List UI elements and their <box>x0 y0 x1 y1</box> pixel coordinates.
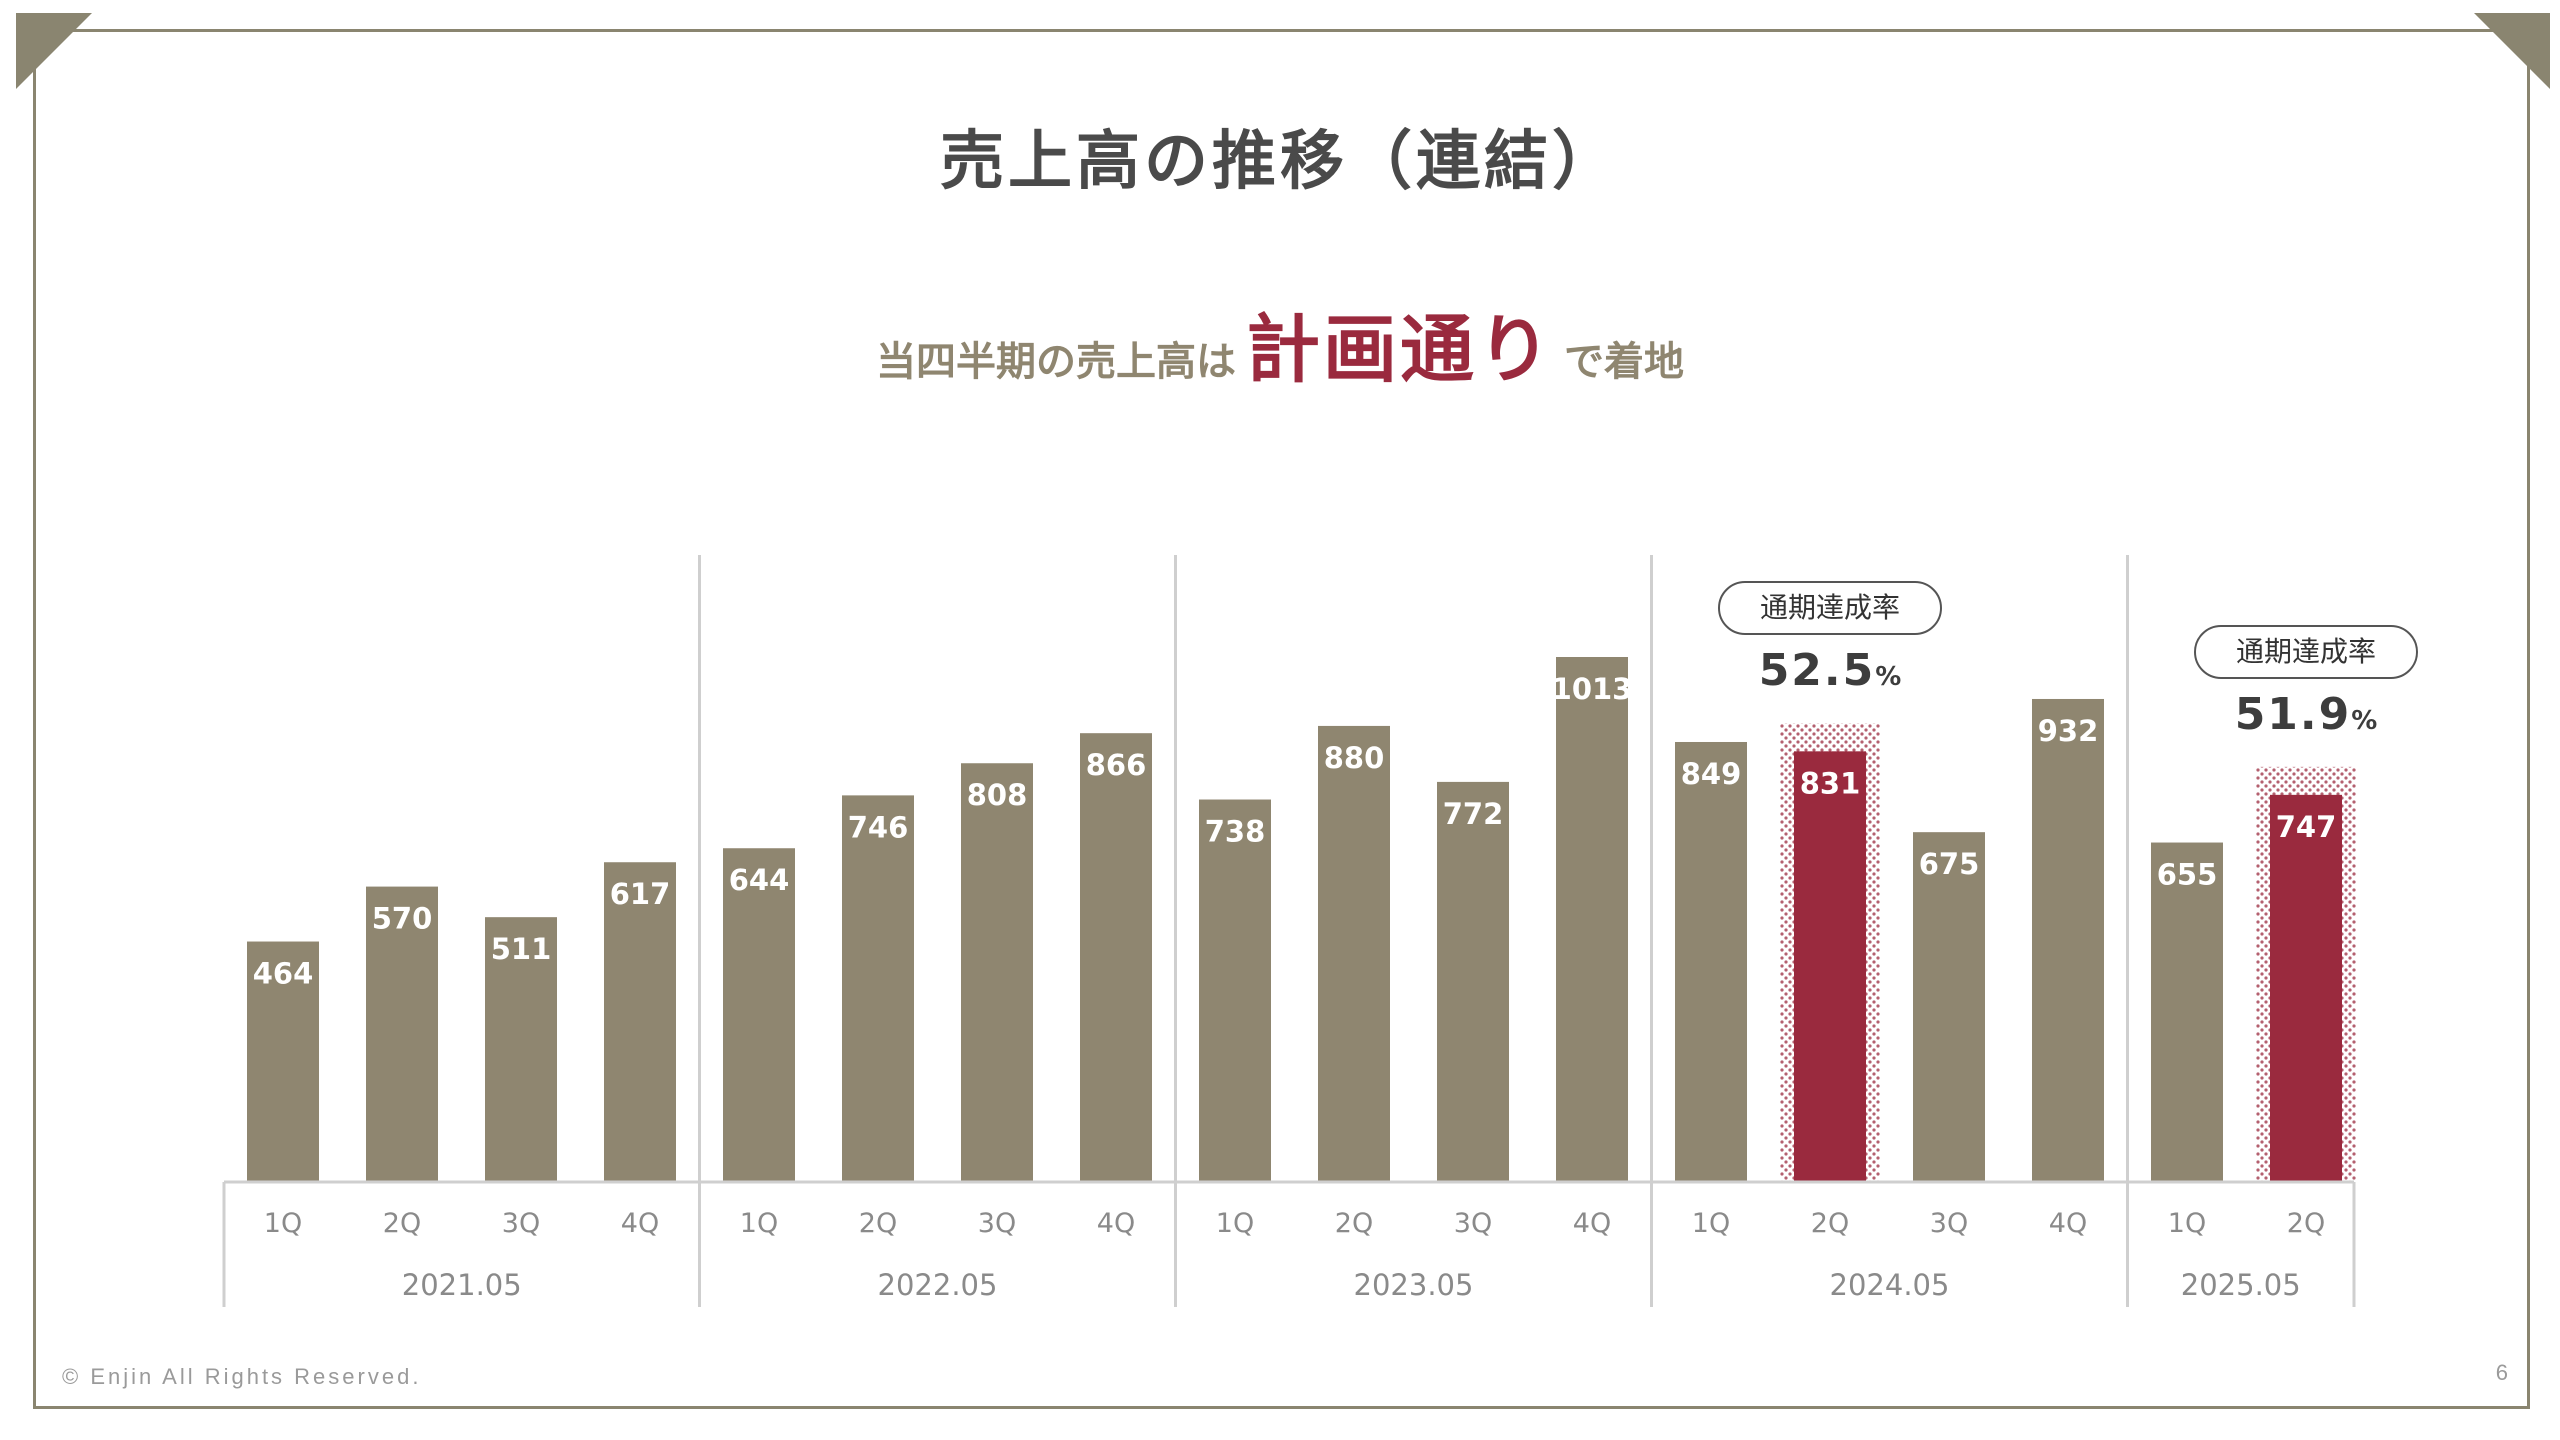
data-label: 655 <box>2157 858 2218 892</box>
bar-2023.05-1Q <box>1199 799 1271 1182</box>
slide-frame <box>33 29 2530 1409</box>
achievement-rate-badge: 通期達成率 <box>1718 581 1942 636</box>
bar-2022.05-2Q <box>842 795 914 1182</box>
corner-decoration-top-right <box>2474 13 2550 89</box>
subtitle-highlight: 計画通り <box>1246 307 1554 393</box>
quarter-tick-label: 2Q <box>383 1208 421 1239</box>
data-label: 464 <box>253 957 314 991</box>
bar-2023.05-4Q <box>1556 657 1628 1182</box>
bar-2024.05-2Q <box>1794 751 1866 1182</box>
achievement-rate-value: 52.5% <box>1680 645 1980 696</box>
quarter-tick-label: 1Q <box>1692 1208 1730 1239</box>
data-label: 617 <box>610 877 671 911</box>
bar-2021.05-2Q <box>366 886 438 1182</box>
quarter-tick-label: 4Q <box>2049 1208 2087 1239</box>
data-label: 880 <box>1324 741 1385 775</box>
year-group-label: 2023.05 <box>1354 1268 1474 1302</box>
quarter-tick-label: 4Q <box>1573 1208 1611 1239</box>
quarter-tick-label: 2Q <box>1335 1208 1373 1239</box>
quarter-tick-label: 1Q <box>1216 1208 1254 1239</box>
subtitle-suffix: で着地 <box>1564 339 1684 385</box>
slide-subtitle: 当四半期の売上高は 計画通り で着地 <box>0 290 2560 397</box>
quarter-tick-label: 3Q <box>1454 1208 1492 1239</box>
data-label: 511 <box>491 932 552 966</box>
achievement-rate-number: 51.9 <box>2234 688 2352 740</box>
data-label: 675 <box>1919 847 1980 881</box>
page-number: 6 <box>2495 1360 2508 1385</box>
bar-2021.05-4Q <box>604 862 676 1182</box>
achievement-rate-value: 51.9% <box>2156 689 2456 740</box>
data-label: 747 <box>2276 810 2337 844</box>
year-group-label: 2022.05 <box>878 1268 998 1302</box>
achievement-rate-number: 52.5 <box>1758 645 1876 697</box>
bar-2025.05-1Q <box>2151 842 2223 1182</box>
data-label: 570 <box>372 902 433 936</box>
quarter-tick-label: 4Q <box>621 1208 659 1239</box>
quarter-tick-label: 1Q <box>264 1208 302 1239</box>
data-label: 932 <box>2038 714 2099 748</box>
quarter-tick-label: 1Q <box>740 1208 778 1239</box>
quarter-tick-label: 2Q <box>2287 1208 2325 1239</box>
year-group-label: 2025.05 <box>2181 1268 2301 1302</box>
data-label: 1013 <box>1552 672 1633 706</box>
data-label: 808 <box>967 778 1028 812</box>
quarter-tick-label: 3Q <box>978 1208 1016 1239</box>
bar-2022.05-1Q <box>723 848 795 1182</box>
bar-2023.05-3Q <box>1437 781 1509 1182</box>
quarter-tick-label: 1Q <box>2168 1208 2206 1239</box>
achievement-rate-badge: 通期達成率 <box>2194 624 2418 679</box>
data-label: 831 <box>1800 766 1861 800</box>
bar-2024.05-3Q <box>1913 832 1985 1182</box>
bar-2022.05-3Q <box>961 763 1033 1182</box>
data-label: 644 <box>729 863 790 897</box>
data-label: 746 <box>848 810 909 844</box>
quarter-tick-label: 2Q <box>859 1208 897 1239</box>
achievement-rate-unit: % <box>2351 705 2378 736</box>
slide-title: 売上高の推移（連結） <box>940 125 1620 199</box>
bar-2021.05-3Q <box>485 917 557 1182</box>
year-group-label: 2024.05 <box>1830 1268 1950 1302</box>
bar-2024.05-1Q <box>1675 741 1747 1182</box>
corner-decoration-top-left <box>16 13 92 89</box>
subtitle-prefix: 当四半期の売上高は <box>876 339 1236 385</box>
year-group-label: 2021.05 <box>402 1268 522 1302</box>
data-label: 738 <box>1205 815 1266 849</box>
data-label: 849 <box>1681 757 1742 791</box>
achievement-rate-unit: % <box>1875 662 1902 693</box>
quarter-tick-label: 4Q <box>1097 1208 1135 1239</box>
bar-2022.05-4Q <box>1080 733 1152 1182</box>
bar-2025.05-2Q <box>2270 794 2342 1182</box>
quarter-tick-label: 3Q <box>1930 1208 1968 1239</box>
quarter-tick-label: 2Q <box>1811 1208 1849 1239</box>
data-label: 772 <box>1443 797 1504 831</box>
quarter-tick-label: 3Q <box>502 1208 540 1239</box>
copyright-footer: © Enjin All Rights Reserved. <box>62 1364 422 1389</box>
data-label: 866 <box>1086 748 1147 782</box>
bar-2023.05-2Q <box>1318 725 1390 1182</box>
bar-2024.05-4Q <box>2032 698 2104 1182</box>
bar-2021.05-1Q <box>247 941 319 1182</box>
